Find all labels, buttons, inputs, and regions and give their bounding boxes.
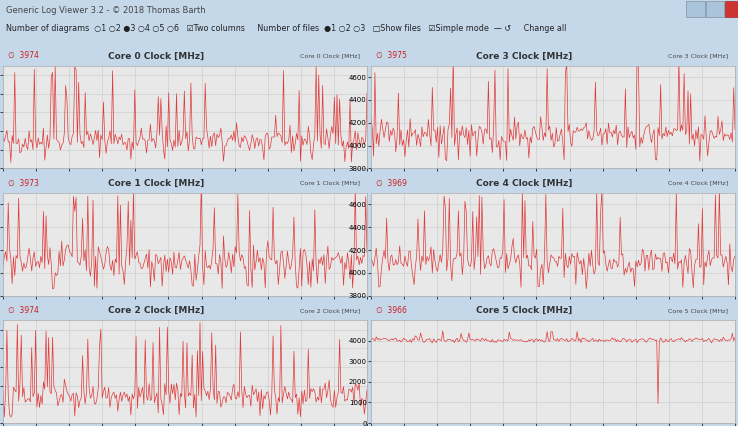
Bar (706, 1, 724, 17)
Bar (686, 1, 705, 17)
Text: Core 5 Clock [MHz]: Core 5 Clock [MHz] (476, 306, 572, 315)
Bar (725, 1, 738, 17)
Text: Core 4 Clock [MHz]: Core 4 Clock [MHz] (476, 179, 572, 188)
Text: Core 2 Clock [MHz]: Core 2 Clock [MHz] (300, 308, 359, 313)
Text: Core 0 Clock [MHz]: Core 0 Clock [MHz] (108, 52, 204, 60)
Text: Core 5 Clock [MHz]: Core 5 Clock [MHz] (668, 308, 728, 313)
Text: ∅  3974: ∅ 3974 (8, 306, 39, 315)
Text: ∅  3975: ∅ 3975 (376, 52, 407, 60)
Text: Core 3 Clock [MHz]: Core 3 Clock [MHz] (668, 54, 728, 58)
Text: Core 1 Clock [MHz]: Core 1 Clock [MHz] (108, 179, 204, 188)
Text: ∅  3974: ∅ 3974 (8, 52, 39, 60)
Text: Core 0 Clock [MHz]: Core 0 Clock [MHz] (300, 54, 359, 58)
Text: Core 4 Clock [MHz]: Core 4 Clock [MHz] (668, 181, 728, 186)
Text: Number of diagrams  ○1 ○2 ●3 ○4 ○5 ○6   ☑Two columns     Number of files  ●1 ○2 : Number of diagrams ○1 ○2 ●3 ○4 ○5 ○6 ☑Tw… (6, 24, 566, 33)
Text: ∅  3969: ∅ 3969 (376, 179, 407, 188)
Text: Core 3 Clock [MHz]: Core 3 Clock [MHz] (476, 52, 572, 60)
Text: Generic Log Viewer 3.2 - © 2018 Thomas Barth: Generic Log Viewer 3.2 - © 2018 Thomas B… (6, 6, 205, 15)
Text: ∅  3973: ∅ 3973 (8, 179, 39, 188)
Text: Core 2 Clock [MHz]: Core 2 Clock [MHz] (108, 306, 204, 315)
Text: ∅  3966: ∅ 3966 (376, 306, 407, 315)
Text: Core 1 Clock [MHz]: Core 1 Clock [MHz] (300, 181, 359, 186)
